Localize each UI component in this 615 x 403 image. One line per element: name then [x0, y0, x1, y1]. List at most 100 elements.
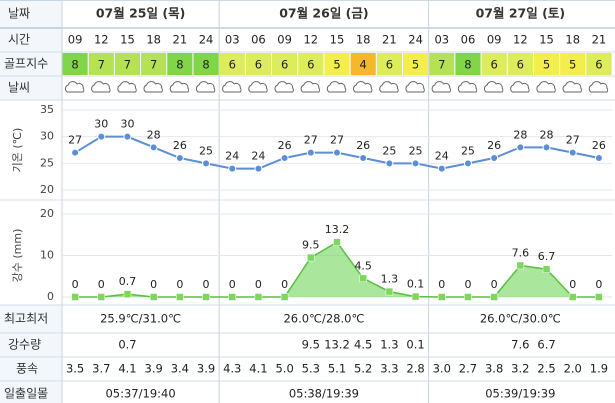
- wind-speed: 4.1: [118, 362, 136, 376]
- wind-speed: 3.0: [433, 362, 451, 376]
- wind-speed: 5.1: [328, 362, 346, 376]
- temp-point: [490, 154, 499, 162]
- time-label: 15: [330, 33, 345, 47]
- precip-label: 13.2: [325, 223, 350, 236]
- golf-index-cell: [507, 53, 533, 75]
- row-label: 골프지수: [4, 57, 48, 71]
- rain-amount: 4.5: [354, 338, 372, 352]
- rain-amount: 9.5: [302, 338, 320, 352]
- wind-speed: 3.9: [145, 362, 163, 376]
- precip-point: [464, 293, 472, 301]
- wind-speed: 3.2: [511, 362, 529, 376]
- golf-index-value: 5: [543, 58, 550, 72]
- golf-index-value: 6: [595, 58, 602, 72]
- golf-index-cell: [167, 53, 193, 75]
- golf-index-value: 6: [490, 58, 497, 72]
- temp-label: 24: [225, 150, 239, 163]
- cloud: [484, 81, 504, 93]
- precip-label: 0: [464, 278, 471, 291]
- cloud: [143, 81, 163, 93]
- temp-label: 25: [382, 144, 396, 157]
- precip-label: 0: [203, 278, 210, 291]
- y-tick-label: 20: [40, 183, 54, 196]
- golf-index-cell: [429, 53, 455, 75]
- temp-label: 25: [461, 144, 475, 157]
- golf-index-cell: [586, 53, 612, 75]
- time-label: 06: [461, 33, 476, 47]
- precip-label: 0: [491, 278, 498, 291]
- golf-index-cell: [272, 53, 298, 75]
- weather-icon: [248, 81, 268, 93]
- row-label: 날짜: [8, 7, 30, 21]
- wind-speed: 3.9: [197, 362, 215, 376]
- wind-speed: 2.7: [459, 362, 477, 376]
- temp-point: [306, 148, 315, 157]
- golf-index-cell: [114, 53, 141, 75]
- weather-icon: [64, 81, 85, 93]
- precip-label: 0: [281, 278, 288, 291]
- time-label: 24: [199, 33, 214, 47]
- temp-label: 28: [147, 128, 161, 141]
- wind-speed: 4.3: [223, 362, 241, 376]
- wind-speed: 1.9: [590, 362, 608, 376]
- weather-icon: [431, 81, 452, 93]
- time-label: 21: [173, 33, 188, 47]
- precip-label: 4.5: [354, 259, 372, 272]
- time-label: 09: [487, 33, 502, 47]
- precip-area-fill: [75, 242, 599, 297]
- precip-point: [516, 261, 525, 270]
- axis-label: 강수 (mm): [11, 229, 24, 283]
- golf-index-cell: [376, 53, 402, 75]
- golf-index-cell: [533, 53, 560, 75]
- cloud: [64, 81, 85, 93]
- y-tick-label: 35: [40, 103, 54, 116]
- precip-label: 0: [595, 278, 602, 291]
- time-label: 21: [382, 33, 397, 47]
- temp-label: 27: [330, 134, 344, 147]
- cloud: [169, 81, 190, 93]
- y-tick-label: 25: [40, 156, 54, 169]
- golf-index-value: 7: [438, 58, 445, 72]
- golf-index-cell: [560, 53, 586, 75]
- rain-amount: 0.7: [118, 338, 136, 352]
- cloud: [405, 81, 425, 93]
- precip-label: 0: [569, 278, 576, 291]
- temp-label: 28: [513, 128, 527, 141]
- weather-icon: [195, 81, 216, 93]
- sun-times: 05:38/19:39: [289, 387, 359, 401]
- wind-speed: 3.5: [66, 362, 84, 376]
- precip-label: 0: [176, 278, 183, 291]
- rain-amount: 1.3: [380, 338, 398, 352]
- golf-index-value: 8: [464, 58, 471, 72]
- cloud: [300, 81, 321, 93]
- cloud: [510, 81, 530, 93]
- row-label: 풍속: [16, 362, 38, 376]
- cloud: [536, 81, 556, 93]
- cloud: [117, 81, 137, 93]
- row-label: 강수량: [8, 338, 41, 352]
- precip-label: 0.1: [407, 278, 425, 291]
- row-label: 최고최저: [4, 312, 48, 326]
- precip-label: 9.5: [302, 239, 320, 252]
- cloud: [379, 81, 399, 93]
- time-label: 09: [68, 33, 83, 47]
- golf-index-value: 6: [229, 58, 236, 72]
- precip-label: 0: [72, 278, 79, 291]
- temp-point: [71, 148, 80, 157]
- precip-label: 1.3: [381, 273, 399, 286]
- precip-point: [333, 238, 341, 246]
- temp-label: 26: [487, 139, 501, 152]
- cloud: [195, 81, 216, 93]
- weather-icon: [405, 81, 425, 93]
- wind-speed: 3.8: [485, 362, 503, 376]
- time-label: 18: [565, 33, 580, 47]
- precip-label: 6.7: [538, 250, 556, 263]
- wind-speed: 2.8: [406, 362, 424, 376]
- time-label: 12: [513, 33, 528, 47]
- temp-point: [254, 164, 263, 173]
- golf-index-value: 7: [150, 58, 157, 72]
- time-label: 18: [356, 33, 371, 47]
- rain-amount: 0.1: [406, 338, 424, 352]
- temp-point: [123, 132, 132, 141]
- weather-icon: [169, 81, 190, 93]
